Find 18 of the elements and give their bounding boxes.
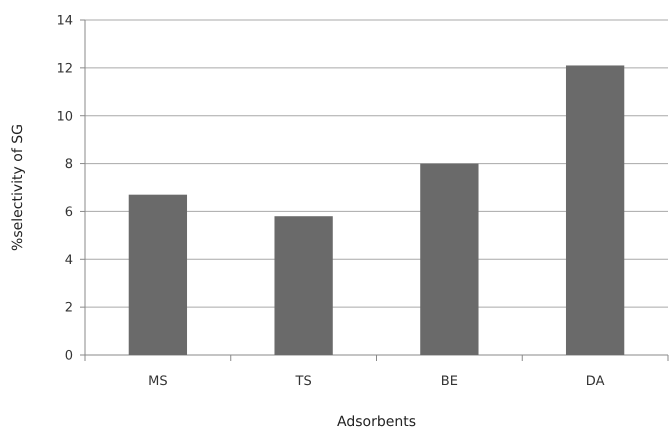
y-tick-label: 4 [64,252,73,268]
x-tick-label: TS [294,374,312,389]
y-tick-label: 14 [56,14,73,29]
bar [420,164,479,355]
bar [274,216,333,355]
y-tick-label: 10 [56,109,73,124]
x-tick-label: MS [148,374,168,389]
y-tick-label: 2 [64,300,73,316]
y-tick-label: 12 [56,61,73,76]
y-tick-label: 6 [64,204,73,220]
y-tick-label: 0 [64,348,73,364]
bar [128,194,188,355]
bar [566,65,624,355]
x-tick-label: DA [586,374,605,389]
y-axis-title: %selectivity of SG [10,124,26,251]
x-tick-label: BE [440,374,458,389]
y-tick-label: 8 [64,157,73,172]
x-axis-title: Adsorbents [337,414,416,430]
